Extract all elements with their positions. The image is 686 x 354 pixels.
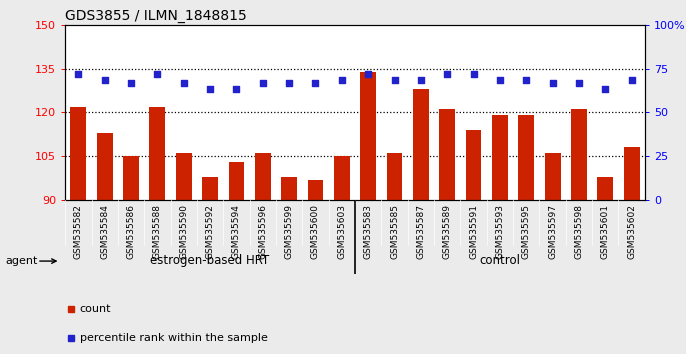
Point (626, 78, 637, 83)
Point (257, 80, 268, 86)
Point (99, 78, 110, 83)
Text: GSM535591: GSM535591 (469, 204, 478, 259)
Point (363, 72, 374, 77)
Text: GSM535590: GSM535590 (179, 204, 188, 259)
Bar (307, 179, 323, 200)
Bar (281, 177, 297, 200)
Text: GSM535597: GSM535597 (548, 204, 557, 259)
Point (416, 78, 427, 83)
Point (600, 86, 611, 92)
Text: GSM535595: GSM535595 (522, 204, 531, 259)
Bar (202, 177, 218, 200)
Point (126, 80, 137, 86)
Point (521, 78, 532, 83)
Point (442, 72, 453, 77)
Point (73, 72, 84, 77)
Bar (228, 162, 244, 200)
Text: percentile rank within the sample: percentile rank within the sample (80, 333, 268, 343)
Bar (71, 107, 86, 200)
Text: GSM535589: GSM535589 (442, 204, 451, 259)
Text: GSM535592: GSM535592 (206, 204, 215, 258)
Bar (334, 156, 350, 200)
Point (389, 78, 400, 83)
Text: GSM535603: GSM535603 (338, 204, 346, 259)
Point (283, 80, 294, 86)
Text: GSM535598: GSM535598 (574, 204, 584, 259)
Text: GSM535587: GSM535587 (416, 204, 425, 259)
Bar (598, 177, 613, 200)
Point (468, 72, 479, 77)
Text: GSM535582: GSM535582 (74, 204, 83, 258)
Text: control: control (480, 254, 521, 267)
Bar (624, 147, 639, 200)
Point (547, 80, 558, 86)
Text: GSM535588: GSM535588 (153, 204, 162, 259)
Bar (150, 107, 165, 200)
Bar (255, 153, 271, 200)
Point (310, 80, 321, 86)
Text: GSM535585: GSM535585 (390, 204, 399, 259)
Text: count: count (80, 304, 111, 314)
Bar (387, 153, 403, 200)
Text: GSM535594: GSM535594 (232, 204, 241, 258)
Bar (123, 156, 139, 200)
Bar (519, 115, 534, 200)
Bar (492, 115, 508, 200)
Point (204, 86, 215, 92)
Point (152, 72, 163, 77)
Bar (571, 109, 587, 200)
Point (573, 80, 584, 86)
Point (336, 78, 347, 83)
Point (495, 78, 506, 83)
Bar (413, 89, 429, 200)
Text: GSM535596: GSM535596 (259, 204, 268, 259)
Bar (545, 153, 560, 200)
Text: agent: agent (5, 256, 38, 266)
Text: GSM535584: GSM535584 (100, 204, 109, 258)
Text: GDS3855 / ILMN_1848815: GDS3855 / ILMN_1848815 (65, 9, 247, 23)
Text: GSM535600: GSM535600 (311, 204, 320, 259)
Text: GSM535599: GSM535599 (285, 204, 294, 259)
Text: GSM535583: GSM535583 (364, 204, 372, 259)
Bar (439, 109, 455, 200)
Bar (176, 153, 191, 200)
Point (178, 80, 189, 86)
Bar (466, 130, 482, 200)
Bar (97, 133, 113, 200)
Text: estrogen-based HRT: estrogen-based HRT (150, 254, 270, 267)
Text: GSM535602: GSM535602 (627, 204, 636, 258)
Text: GSM535586: GSM535586 (126, 204, 136, 259)
Bar (360, 72, 376, 200)
Text: GSM535601: GSM535601 (601, 204, 610, 259)
Text: GSM535593: GSM535593 (495, 204, 504, 259)
Point (231, 86, 242, 92)
